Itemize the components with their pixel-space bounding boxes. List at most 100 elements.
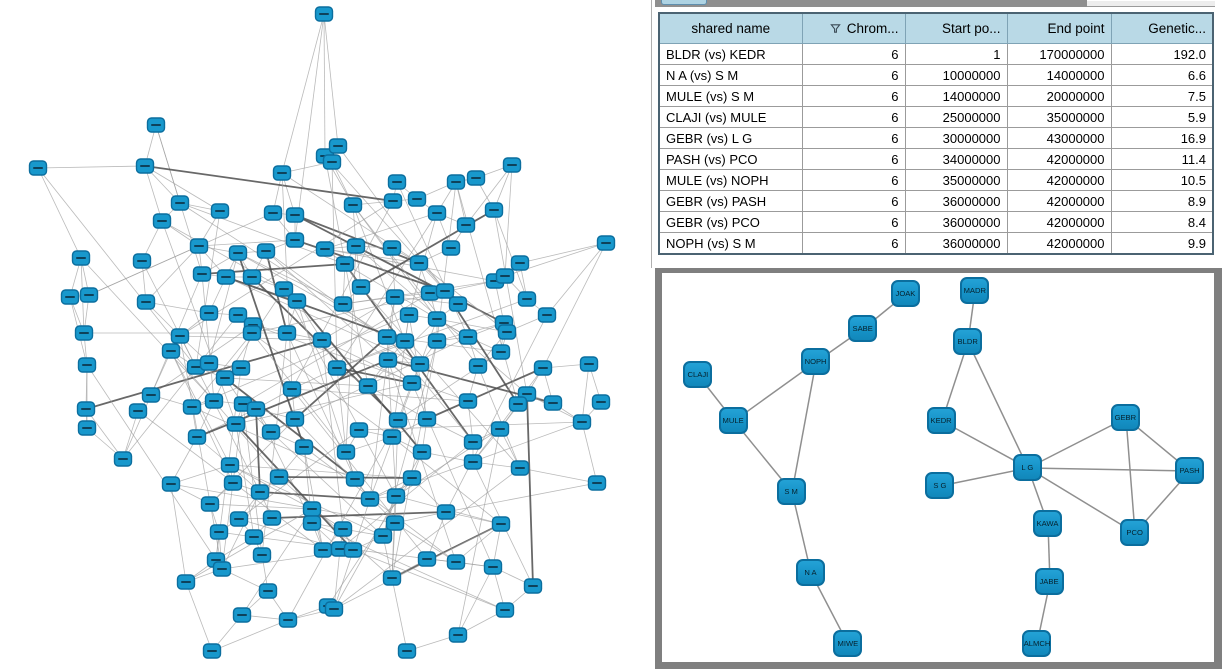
overview-network-node[interactable] [587, 475, 607, 491]
overview-network-node[interactable] [262, 510, 282, 526]
overview-network-node[interactable] [346, 238, 366, 254]
overview-network-node[interactable] [210, 203, 230, 219]
overview-network-node[interactable] [336, 444, 356, 460]
table-cell[interactable]: 8.9 [1110, 190, 1214, 212]
overview-network-node[interactable] [446, 174, 466, 190]
overview-network-node[interactable] [427, 205, 447, 221]
overview-network-node[interactable] [199, 305, 219, 321]
overview-network-node[interactable] [285, 232, 305, 248]
detail-network-node-claji[interactable]: CLAJI [683, 361, 712, 388]
table-cell[interactable]: 25000000 [904, 106, 1008, 128]
overview-network-canvas[interactable] [0, 0, 652, 669]
table-cell[interactable]: GEBR (vs) L G [658, 127, 803, 149]
table-cell[interactable]: 11.4 [1110, 148, 1214, 170]
overview-network-node[interactable] [402, 375, 422, 391]
overview-network-node[interactable] [382, 570, 402, 586]
overview-network-node[interactable] [161, 476, 181, 492]
overview-network-node[interactable] [377, 329, 397, 345]
overview-network-node[interactable] [212, 561, 232, 577]
table-cell[interactable]: GEBR (vs) PCO [658, 211, 803, 233]
overview-network-node[interactable] [220, 457, 240, 473]
overview-network-node[interactable] [128, 403, 148, 419]
overview-network-node[interactable] [242, 325, 262, 341]
overview-network-node[interactable] [383, 193, 403, 209]
overview-network-node[interactable] [448, 627, 468, 643]
overview-network-node[interactable] [228, 245, 248, 261]
table-row[interactable]: NOPH (vs) S M 6 36000000 42000000 9.9 [658, 232, 1214, 255]
overview-network-panel[interactable] [0, 0, 652, 669]
overview-network-node[interactable] [76, 401, 96, 417]
overview-network-node[interactable] [231, 360, 251, 376]
overview-network-node[interactable] [74, 325, 94, 341]
overview-network-node[interactable] [315, 241, 335, 257]
table-cell[interactable]: 14000000 [904, 85, 1008, 107]
detail-network-node-n-a[interactable]: N A [796, 559, 825, 586]
table-cell[interactable]: CLAJI (vs) MULE [658, 106, 803, 128]
detail-network-node-noph[interactable]: NOPH [801, 348, 830, 375]
overview-network-node[interactable] [176, 574, 196, 590]
overview-network-node[interactable] [71, 250, 91, 266]
overview-network-node[interactable] [458, 329, 478, 345]
table-cell[interactable]: 35000000 [904, 169, 1008, 191]
table-cell[interactable]: 30000000 [904, 127, 1008, 149]
overview-network-node[interactable] [537, 307, 557, 323]
table-cell[interactable]: 6 [801, 106, 906, 128]
table-row[interactable]: N A (vs) S M 6 10000000 14000000 6.6 [658, 64, 1214, 86]
overview-network-node[interactable] [517, 291, 537, 307]
table-cell[interactable]: N A (vs) S M [658, 64, 803, 86]
overview-network-node[interactable] [395, 333, 415, 349]
table-row[interactable]: PASH (vs) PCO 6 34000000 42000000 11.4 [658, 148, 1214, 170]
table-cell[interactable]: 14000000 [1006, 64, 1112, 86]
overview-network-node[interactable] [502, 157, 522, 173]
overview-network-node[interactable] [209, 524, 229, 540]
table-cell[interactable]: 6 [801, 190, 906, 212]
overview-network-node[interactable] [328, 138, 348, 154]
detail-network-node-joak[interactable]: JOAK [891, 280, 920, 307]
table-cell[interactable]: 16.9 [1110, 127, 1214, 149]
overview-network-node[interactable] [483, 559, 503, 575]
table-cell[interactable]: 36000000 [904, 190, 1008, 212]
detail-network-node-s-m[interactable]: S M [777, 478, 806, 505]
overview-network-node[interactable] [252, 547, 272, 563]
detail-network-node-kawa[interactable]: KAWA [1033, 510, 1062, 537]
table-cell[interactable]: 6 [801, 232, 906, 255]
table-cell[interactable]: 1 [904, 43, 1008, 65]
overview-network-node[interactable] [427, 333, 447, 349]
overview-network-node[interactable] [412, 444, 432, 460]
overview-network-node[interactable] [261, 424, 281, 440]
detail-network-node-s-g[interactable]: S G [925, 472, 954, 499]
column-header-endpoint[interactable]: End point [1006, 12, 1112, 44]
overview-network-node[interactable] [327, 360, 347, 376]
table-cell[interactable]: 6 [801, 127, 906, 149]
table-cell[interactable]: 6 [801, 211, 906, 233]
overview-network-node[interactable] [277, 325, 297, 341]
overview-network-node[interactable] [170, 195, 190, 211]
horizontal-scrollbar-track[interactable] [1087, 1, 1215, 7]
overview-network-node[interactable] [232, 607, 252, 623]
detail-network-node-madr[interactable]: MADR [960, 277, 989, 304]
column-header-genetic[interactable]: Genetic... [1110, 12, 1214, 44]
detail-network-node-gebr[interactable]: GEBR [1111, 404, 1140, 431]
table-cell[interactable]: 10.5 [1110, 169, 1214, 191]
overview-network-node[interactable] [385, 515, 405, 531]
overview-network-node[interactable] [246, 401, 266, 417]
column-header-startpo[interactable]: Start po... [904, 12, 1008, 44]
overview-network-node[interactable] [216, 269, 236, 285]
table-cell[interactable]: 6 [801, 64, 906, 86]
overview-network-node[interactable] [543, 395, 563, 411]
overview-network-node[interactable] [312, 332, 332, 348]
overview-network-node[interactable] [360, 491, 380, 507]
overview-network-node[interactable] [199, 355, 219, 371]
table-cell[interactable]: 36000000 [904, 232, 1008, 255]
table-cell[interactable]: 5.9 [1110, 106, 1214, 128]
table-row[interactable]: GEBR (vs) PCO 6 36000000 42000000 8.4 [658, 211, 1214, 233]
overview-network-node[interactable] [313, 542, 333, 558]
overview-network-node[interactable] [351, 279, 371, 295]
table-cell[interactable]: 7.5 [1110, 85, 1214, 107]
table-row[interactable]: CLAJI (vs) MULE 6 25000000 35000000 5.9 [658, 106, 1214, 128]
overview-network-node[interactable] [484, 202, 504, 218]
table-cell[interactable]: 6.6 [1110, 64, 1214, 86]
overview-network-node[interactable] [497, 324, 517, 340]
overview-network-node[interactable] [378, 352, 398, 368]
overview-network-node[interactable] [302, 501, 322, 517]
